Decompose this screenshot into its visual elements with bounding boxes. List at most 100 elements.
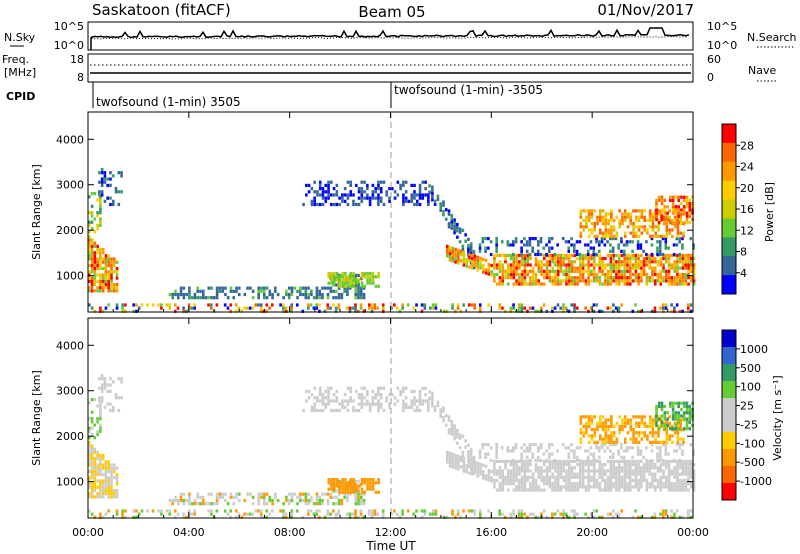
power-cell [646,231,649,235]
velocity-cell [482,476,485,480]
power-cell [670,309,673,313]
power-cell [666,211,669,215]
power-cell [107,286,111,290]
velocity-cell [318,393,322,397]
velocity-cell [99,469,102,474]
velocity-cell [316,396,319,400]
velocity-cell [581,482,585,486]
power-cell [665,257,668,261]
power-cell [93,217,97,221]
velocity-cell [685,420,689,424]
power-cell [115,267,119,271]
power-cell [498,303,501,307]
power-cell [379,187,383,191]
power-cell [642,266,646,270]
power-cell [645,260,649,264]
power-cell [176,292,180,297]
power-cell [377,199,380,203]
power-cell [648,215,652,219]
power-cell [598,269,602,273]
power-cell [526,272,529,277]
power-cell [433,199,437,203]
power-cell [343,193,347,197]
power-cell [377,193,380,197]
power-cell [284,309,288,313]
velocity-cell [596,428,599,432]
velocity-cell [388,405,391,409]
velocity-cell [548,463,552,467]
velocity-cell [635,415,638,419]
velocity-cell [196,502,199,506]
power-cell [193,306,196,310]
velocity-cell [567,446,571,450]
velocity-cell [132,515,135,519]
power-cell [99,247,102,252]
power-cell [656,246,659,250]
power-cell [104,276,108,280]
velocity-cell [436,400,440,404]
velocity-cell [99,429,102,434]
velocity-cell [107,463,111,467]
power-cell [545,263,549,267]
power-cell [628,269,632,273]
velocity-cell [620,446,623,450]
power-cell [573,249,576,253]
power-cell [623,209,627,213]
velocity-cell [327,393,330,397]
power-cell [498,260,502,264]
velocity-cell [371,399,375,403]
power-cell [348,286,352,290]
velocity-cell [330,408,333,413]
power-cell [442,309,446,313]
power-cell [467,303,471,307]
power-cell [349,183,353,188]
velocity-cell [677,401,680,405]
velocity-cell [666,417,669,421]
power-cell [542,303,546,307]
power-cell [469,245,473,249]
power-cell [637,257,640,261]
velocity-cell [567,478,571,483]
velocity-cell [90,433,94,437]
power-cell [301,292,305,297]
power-cell [106,196,110,200]
power-cell [543,253,546,258]
power-cell [88,286,91,290]
velocity-cell [607,418,610,422]
velocity-cell [643,424,646,429]
velocity-cell [415,405,419,409]
velocity-cell [570,466,574,470]
velocity-cell [623,482,627,486]
power-cell [645,257,649,261]
power-cell [662,257,665,261]
velocity-cell [526,463,529,467]
velocity-cell [101,515,105,519]
power-cell [454,250,457,255]
power-cell [626,225,630,229]
power-cell [523,237,526,241]
velocity-cell [678,458,681,463]
power-cell [290,286,294,290]
velocity-cell [355,484,358,488]
power-cell [451,249,455,254]
power-cell [678,237,681,241]
noise-left-label: N.Sky [4,31,36,44]
power-cell [606,276,610,280]
velocity-cell [657,431,660,435]
power-cell [187,303,191,307]
velocity-cell [115,479,119,483]
power-cell [612,218,616,223]
velocity-colorbar-label: 1000 [740,343,768,356]
velocity-cell [445,453,449,458]
power-cell [509,253,513,258]
power-cell [692,276,696,280]
power-cell [371,278,375,282]
power-cell [90,254,94,258]
power-cell [671,221,675,225]
velocity-cell [199,495,202,499]
velocity-cell [540,469,543,473]
power-cell [343,199,347,203]
power-cell [104,254,108,258]
power-cell [120,171,123,175]
power-cell [335,183,339,188]
